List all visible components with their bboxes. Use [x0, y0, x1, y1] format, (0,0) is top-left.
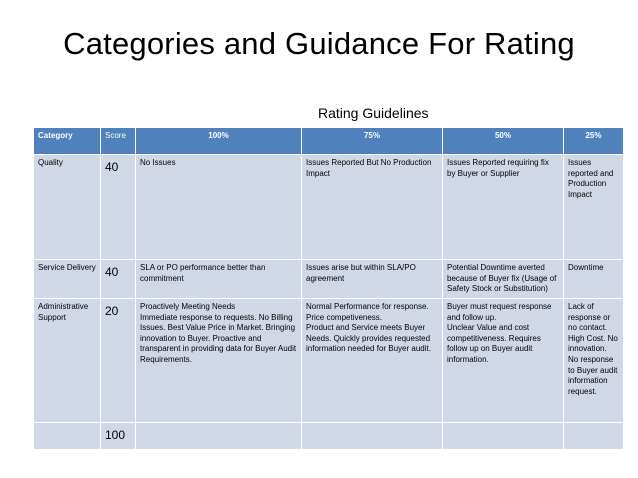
category-cell: Administrative Support — [33, 298, 101, 423]
table-row-quality: Quality 40 No Issues Issues Reported But… — [33, 154, 624, 260]
table-row-administrative-support: Administrative Support 20 Proactively Me… — [33, 298, 624, 423]
score-cell: 40 — [100, 154, 136, 260]
rating-100-cell: No Issues — [135, 154, 302, 260]
rating-100-cell — [135, 422, 302, 450]
table-row-total: 100 — [33, 422, 624, 450]
header-row: Category Score 100% 75% 50% 25% — [33, 127, 624, 155]
category-cell: Service Delivery — [33, 259, 101, 299]
rating-guidelines-label: Rating Guidelines — [318, 105, 429, 121]
rating-75-cell: Normal Performance for response. Price c… — [301, 298, 443, 423]
rating-25-cell: Lack of response or no contact. High Cos… — [563, 298, 624, 423]
score-cell: 20 — [100, 298, 136, 423]
rating-50-cell — [442, 422, 564, 450]
header-50: 50% — [442, 127, 564, 155]
header-score: Score — [100, 127, 136, 155]
rating-25-cell: Downtime — [563, 259, 624, 299]
category-cell — [33, 422, 101, 450]
rating-75-cell — [301, 422, 443, 450]
rating-50-cell: Issues Reported requiring fix by Buyer o… — [442, 154, 564, 260]
rating-100-cell: Proactively Meeting Needs Immediate resp… — [135, 298, 302, 423]
rating-25-cell — [563, 422, 624, 450]
category-cell: Quality — [33, 154, 101, 260]
rating-50-cell: Buyer must request response and follow u… — [442, 298, 564, 423]
header-category: Category — [33, 127, 101, 155]
rating-100-cell: SLA or PO performance better than commit… — [135, 259, 302, 299]
rating-50-cell: Potential Downtime averted because of Bu… — [442, 259, 564, 299]
header-100: 100% — [135, 127, 302, 155]
rating-75-cell: Issues Reported But No Production Impact — [301, 154, 443, 260]
rating-table: Category Score 100% 75% 50% 25% Quality … — [33, 127, 624, 450]
header-75: 75% — [301, 127, 443, 155]
header-25: 25% — [563, 127, 624, 155]
score-cell: 40 — [100, 259, 136, 299]
total-score-cell: 100 — [100, 422, 136, 450]
slide-title: Categories and Guidance For Rating — [63, 26, 575, 61]
rating-75-cell: Issues arise but within SLA/PO agreement — [301, 259, 443, 299]
rating-25-cell: Issues reported and Production Impact — [563, 154, 624, 260]
table-row-service-delivery: Service Delivery 40 SLA or PO performanc… — [33, 259, 624, 299]
